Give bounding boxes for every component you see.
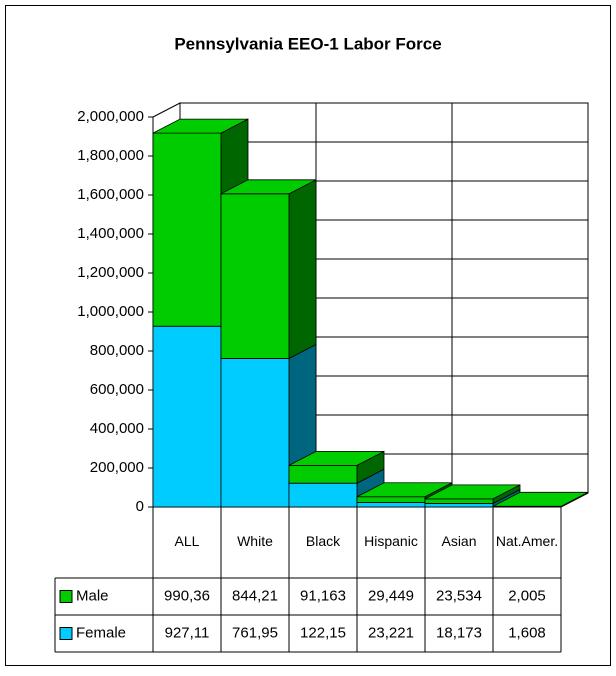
bar xyxy=(357,502,425,507)
legend-label: Male xyxy=(76,587,109,604)
data-label: 122,15 xyxy=(300,624,346,641)
legend-swatch xyxy=(60,591,72,603)
x-tick-label: Nat.Amer. xyxy=(496,533,558,549)
x-tick-label: Hispanic xyxy=(364,533,418,549)
y-tick-label: 1,000,000 xyxy=(77,303,144,320)
y-tick-label: 0 xyxy=(136,498,144,515)
bar xyxy=(221,358,289,507)
legend-swatch xyxy=(60,628,72,640)
data-label: 1,608 xyxy=(508,624,546,641)
y-tick-label: 1,200,000 xyxy=(77,264,144,281)
bar-side xyxy=(289,180,316,359)
data-label: 761,95 xyxy=(232,624,278,641)
legend-label: Female xyxy=(76,624,126,641)
x-tick-label: Black xyxy=(306,533,341,549)
y-tick-label: 1,400,000 xyxy=(77,225,144,242)
y-tick-label: 600,000 xyxy=(90,381,144,398)
y-tick-label: 800,000 xyxy=(90,342,144,359)
x-tick-label: ALL xyxy=(175,533,200,549)
bar xyxy=(289,483,357,507)
x-tick-label: Asian xyxy=(441,533,476,549)
data-label: 990,36 xyxy=(164,587,210,604)
x-tick-label: White xyxy=(237,533,273,549)
chart-title: Pennsylvania EEO-1 Labor Force xyxy=(174,34,441,53)
bar xyxy=(289,465,357,483)
data-label: 18,173 xyxy=(436,624,482,641)
bar xyxy=(153,133,221,326)
bar xyxy=(221,194,289,359)
data-label: 23,534 xyxy=(436,587,482,604)
y-tick-label: 400,000 xyxy=(90,420,144,437)
data-label: 844,21 xyxy=(232,587,278,604)
y-tick-label: 2,000,000 xyxy=(77,108,144,125)
y-tick-label: 1,800,000 xyxy=(77,147,144,164)
data-label: 23,221 xyxy=(368,624,414,641)
y-tick-label: 200,000 xyxy=(90,459,144,476)
bar xyxy=(153,326,221,507)
bar xyxy=(357,497,425,503)
data-label: 91,163 xyxy=(300,587,346,604)
bar xyxy=(425,499,493,504)
y-tick-label: 1,600,000 xyxy=(77,186,144,203)
bar xyxy=(425,503,493,507)
data-label: 2,005 xyxy=(508,587,546,604)
data-label: 927,11 xyxy=(165,624,210,641)
data-label: 29,449 xyxy=(368,587,414,604)
